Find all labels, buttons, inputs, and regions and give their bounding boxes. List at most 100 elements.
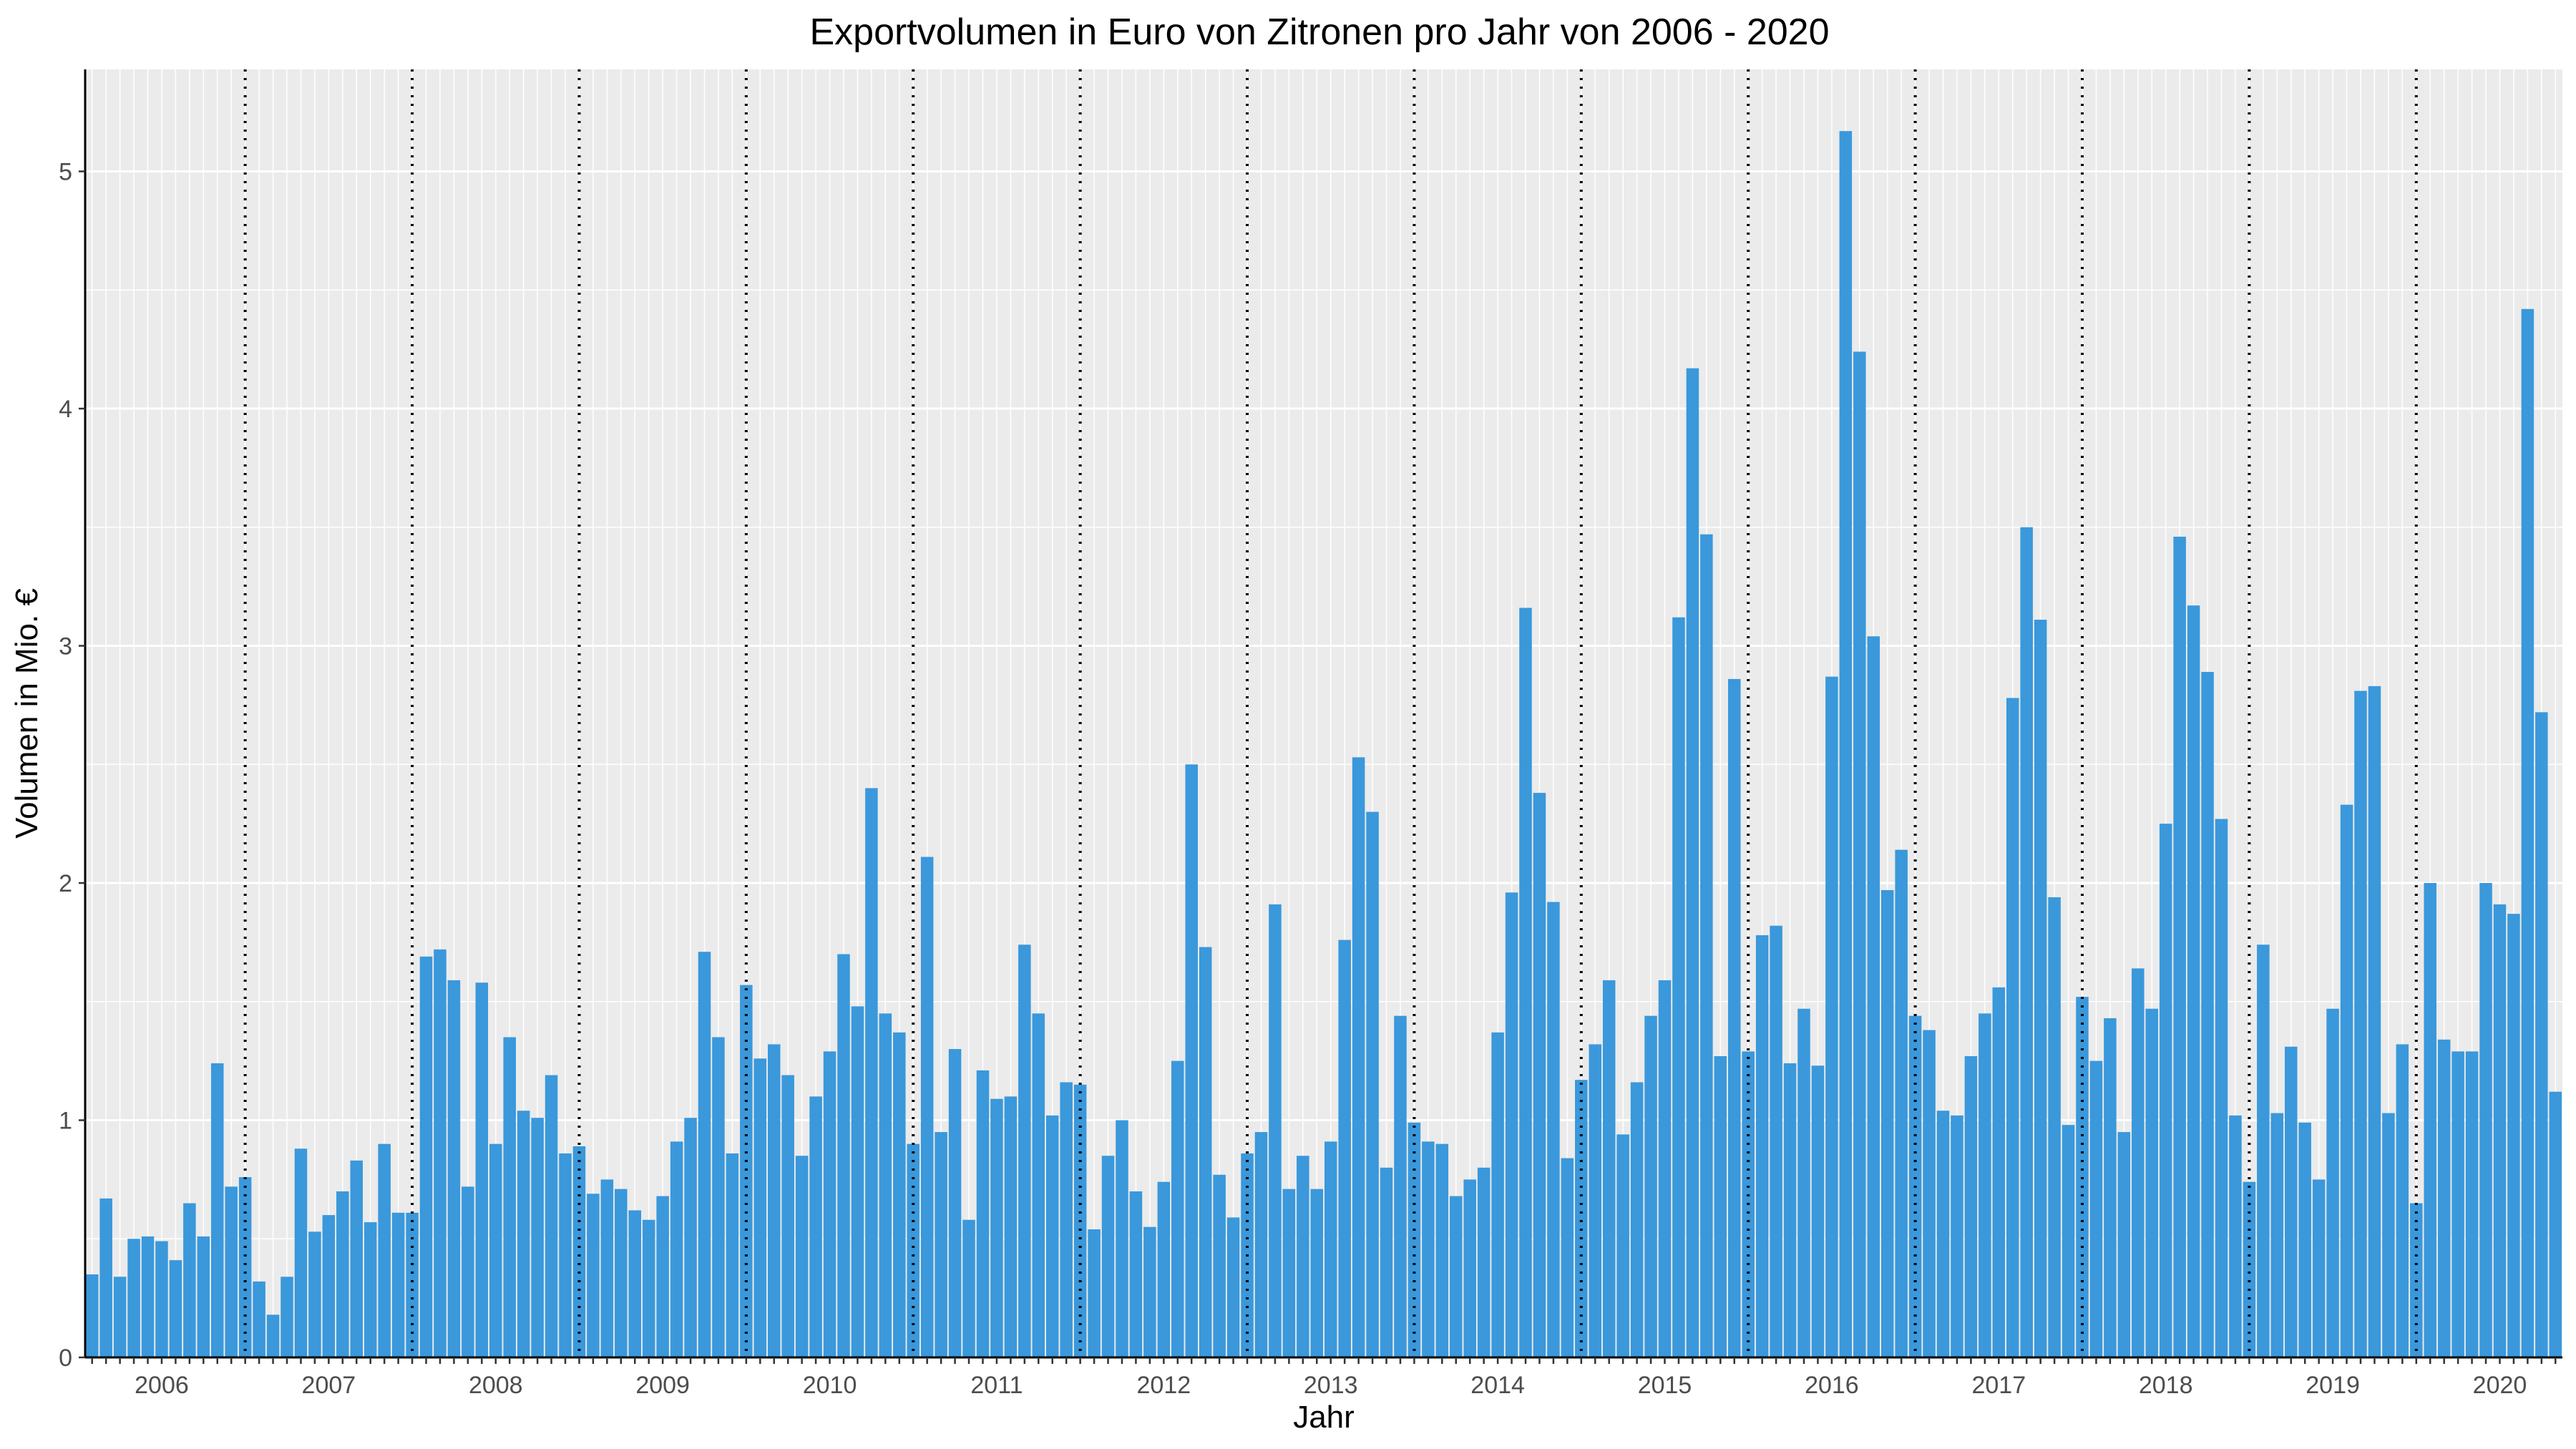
bar xyxy=(294,1148,308,1357)
bar xyxy=(1755,935,1769,1357)
bar xyxy=(990,1098,1003,1357)
bar xyxy=(364,1222,377,1357)
bar xyxy=(935,1132,947,1357)
x-axis-ticks: 2006 2007 2008 2009 2010 2011 2012 2013 2014 2015… xyxy=(91,1357,2557,1399)
bar xyxy=(879,1013,892,1357)
bar xyxy=(1407,1122,1421,1357)
bar xyxy=(1297,1156,1309,1357)
bar xyxy=(2424,883,2436,1357)
bar xyxy=(1658,980,1672,1357)
bar xyxy=(2284,1046,2298,1357)
bar xyxy=(169,1260,182,1357)
bar xyxy=(2535,712,2548,1357)
bar xyxy=(851,1006,864,1357)
bar xyxy=(1213,1174,1226,1357)
x-tick-label: 2007 xyxy=(302,1372,356,1399)
bar xyxy=(2257,945,2270,1357)
bar xyxy=(141,1236,155,1357)
bar xyxy=(740,985,753,1357)
bar xyxy=(2173,537,2186,1357)
bar xyxy=(893,1032,906,1357)
bar xyxy=(1783,1063,1797,1357)
bar xyxy=(1491,1032,1504,1357)
bar xyxy=(517,1111,530,1357)
bar xyxy=(99,1198,112,1357)
bar xyxy=(1714,1056,1727,1357)
bar xyxy=(2340,804,2353,1357)
bar xyxy=(1171,1060,1184,1357)
bar xyxy=(1979,1013,1991,1357)
bar xyxy=(127,1239,140,1357)
bar xyxy=(1088,1229,1101,1357)
bar xyxy=(1936,1111,1950,1357)
bar xyxy=(183,1203,196,1357)
bar xyxy=(1686,368,1699,1357)
x-tick-label: 2006 xyxy=(135,1372,189,1399)
bar xyxy=(1018,945,1031,1357)
bar xyxy=(1992,987,2006,1357)
bar xyxy=(1880,889,1894,1357)
bar xyxy=(1435,1143,1449,1357)
x-tick-label: 2014 xyxy=(1470,1372,1525,1399)
bar xyxy=(809,1096,822,1357)
bar xyxy=(1282,1189,1296,1357)
bar xyxy=(1964,1056,1978,1357)
bar xyxy=(684,1118,697,1357)
bar xyxy=(419,956,433,1357)
bar xyxy=(2437,1039,2451,1357)
year-separators xyxy=(243,69,2418,1357)
bar xyxy=(2298,1122,2311,1357)
x-tick-label: 2009 xyxy=(635,1372,690,1399)
bar xyxy=(1811,1065,1825,1357)
bar xyxy=(2117,1132,2131,1357)
bar xyxy=(253,1281,265,1357)
bar xyxy=(1352,757,1365,1357)
bar xyxy=(615,1189,628,1357)
bar xyxy=(308,1231,321,1357)
bar xyxy=(1463,1179,1476,1357)
bar xyxy=(322,1215,336,1357)
bar xyxy=(1060,1082,1073,1357)
bar xyxy=(1143,1226,1156,1357)
bar xyxy=(85,1274,99,1357)
bar xyxy=(1589,1044,1602,1357)
bar xyxy=(2382,1113,2395,1357)
bar xyxy=(767,1044,781,1357)
bar xyxy=(1561,1158,1574,1357)
bar xyxy=(2312,1179,2326,1357)
bar xyxy=(2507,914,2520,1357)
bar xyxy=(1450,1196,1463,1357)
bar xyxy=(1004,1096,1018,1357)
bar xyxy=(1045,1115,1059,1357)
bar xyxy=(1575,1080,1588,1357)
bar xyxy=(1700,534,1713,1357)
bar xyxy=(1519,608,1532,1357)
bar xyxy=(447,980,461,1357)
bar xyxy=(1797,1008,1810,1357)
bar xyxy=(976,1070,990,1357)
bar xyxy=(503,1037,516,1357)
bar xyxy=(1477,1167,1491,1357)
bar xyxy=(656,1196,669,1357)
bar xyxy=(823,1051,836,1357)
x-tick-label: 2013 xyxy=(1304,1372,1358,1399)
x-tick-label: 2010 xyxy=(803,1372,857,1399)
bar xyxy=(266,1314,280,1357)
bar xyxy=(670,1141,683,1357)
bar xyxy=(113,1277,127,1357)
bar xyxy=(2145,1008,2158,1357)
bar xyxy=(2229,1115,2242,1357)
bar xyxy=(2201,671,2214,1357)
bars xyxy=(85,131,2562,1358)
bar xyxy=(1199,947,1212,1357)
bar xyxy=(1770,925,1782,1357)
bar xyxy=(2396,1044,2409,1357)
bar xyxy=(2089,1060,2103,1357)
bar xyxy=(1630,1082,1644,1357)
bar xyxy=(350,1160,364,1357)
bar xyxy=(600,1179,614,1357)
bar xyxy=(920,857,934,1357)
y-tick-label: 5 xyxy=(59,159,72,186)
bar xyxy=(1380,1167,1393,1357)
bar xyxy=(698,952,711,1357)
